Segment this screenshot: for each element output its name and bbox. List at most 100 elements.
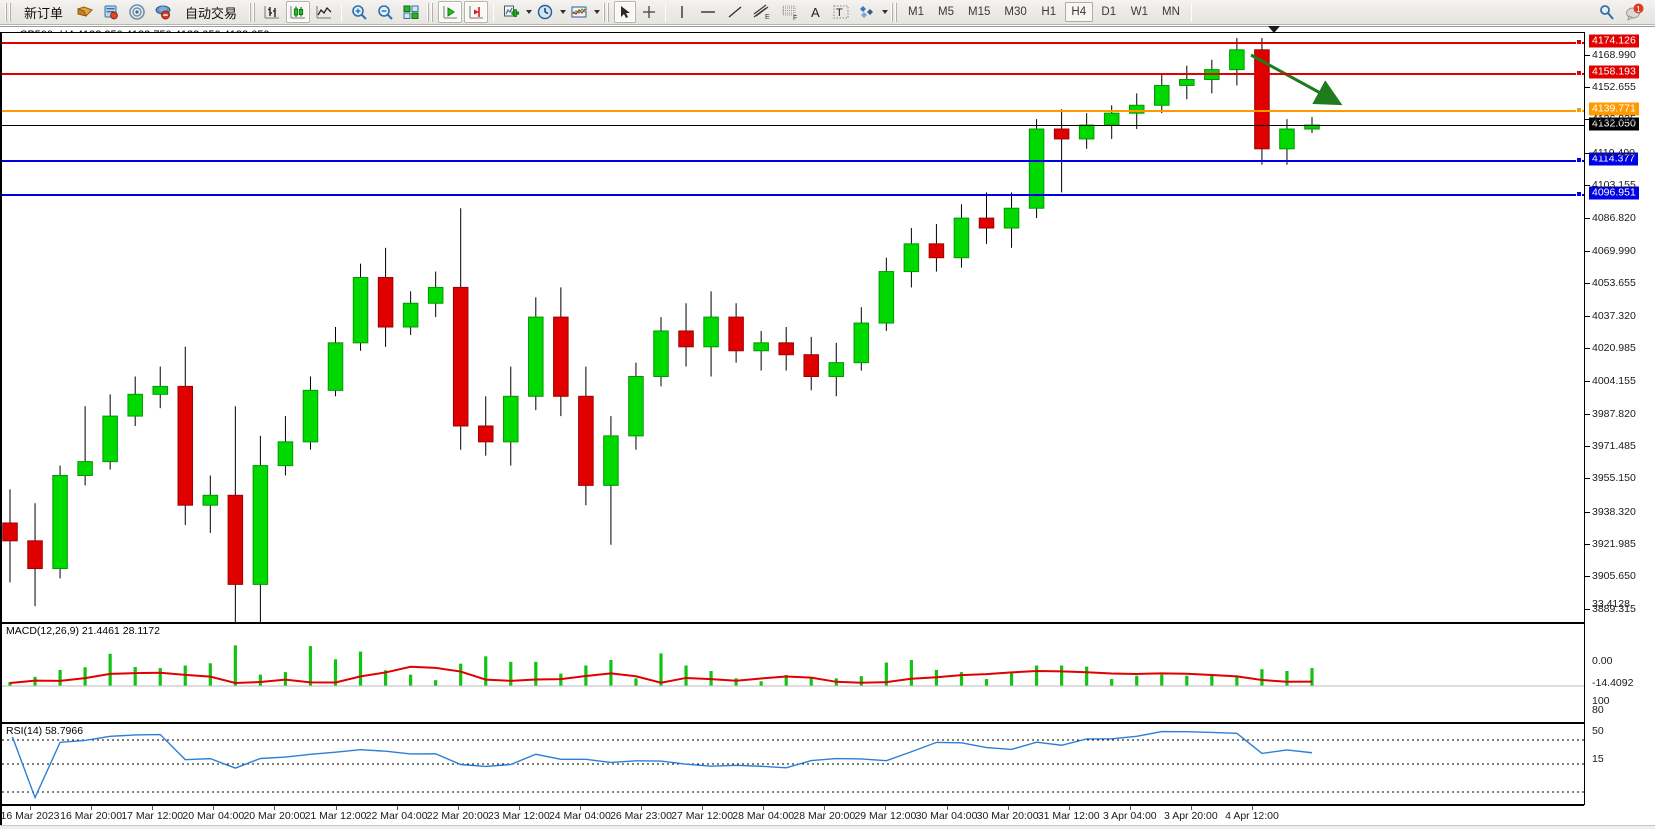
time-tick-label: 30 Mar 04:00 (915, 810, 978, 822)
shapes-tool[interactable] (855, 1, 879, 23)
time-tick (641, 806, 642, 810)
support-4096-handle[interactable] (1576, 191, 1582, 198)
folder-icon[interactable] (73, 1, 97, 23)
timeframe-m1[interactable]: M1 (908, 6, 925, 18)
signals-icon[interactable] (125, 1, 149, 23)
pivot-4139-line[interactable] (2, 109, 1584, 112)
price-axis[interactable]: 4174.126 4158.193 4139.771 4132.050 4114.377… (1584, 32, 1655, 805)
new-order-label: 新订单 (24, 5, 64, 21)
bid-price-4132-price-badge[interactable]: 4132.050 (1589, 117, 1639, 131)
zoom-out-button[interactable] (373, 1, 397, 23)
resistance-4174-handle[interactable] (1576, 38, 1582, 45)
time-tick (1129, 806, 1131, 810)
chevron-down-icon-templates[interactable] (594, 10, 601, 14)
toolbar-grip[interactable] (5, 2, 12, 22)
fibonacci-tool[interactable]: F (777, 1, 803, 23)
notifications-icon[interactable]: 1 (1621, 1, 1647, 23)
price-tick-label: 4152.655 (1592, 81, 1636, 94)
price-tick-label: 3905.650 (1592, 570, 1636, 583)
rsi-tick-label: 100 (1592, 695, 1610, 707)
auto-scroll-button[interactable] (438, 1, 463, 23)
price-tick-label: 4020.985 (1592, 341, 1636, 354)
chart-canvas-area: MACD(12,26,9) 21.4461 28.1172 RSI(14) 58… (0, 28, 1655, 829)
macd-pane[interactable]: MACD(12,26,9) 21.4461 28.1172 (0, 623, 1584, 723)
resistance-4174-price-badge[interactable]: 4174.126 (1589, 34, 1639, 48)
tile-windows-button[interactable] (399, 1, 423, 23)
time-tick (91, 806, 93, 810)
price-tick-label: 3987.820 (1592, 407, 1636, 420)
price-tick-label: 4004.155 (1592, 375, 1636, 388)
resistance-4158-price-badge[interactable]: 4158.193 (1589, 65, 1639, 79)
timeframe-h4[interactable]: H4 (1064, 2, 1093, 22)
macd-label: MACD(12,26,9) 21.4461 28.1172 (6, 625, 160, 637)
bar-chart-button[interactable] (260, 1, 284, 23)
pivot-4139-handle[interactable] (1576, 106, 1582, 113)
toolbar-grip-2[interactable] (249, 2, 257, 22)
price-tick-label: 3955.150 (1592, 472, 1636, 485)
price-tick (1585, 87, 1590, 89)
toolbar-grip-4[interactable] (603, 2, 611, 22)
resistance-4158-line[interactable] (2, 73, 1584, 76)
new-order-button[interactable]: 新订单 (16, 1, 71, 23)
price-tick (1585, 543, 1590, 545)
auto-trading-button[interactable]: 自动交易 (177, 1, 245, 23)
price-tick (1585, 315, 1590, 317)
chart-shift-marker[interactable] (1268, 26, 1280, 33)
candlestick-series (2, 37, 1320, 622)
time-tick-label: 24 Mar 04:00 (548, 810, 611, 822)
candlestick-chart-button[interactable] (286, 1, 311, 23)
toolbar-grip-3[interactable] (427, 2, 435, 22)
timeframe-m15[interactable]: M15 (968, 6, 991, 18)
time-tick-label: 17 Mar 12:00 (121, 810, 184, 822)
timeframe-w1[interactable]: W1 (1130, 6, 1149, 18)
macd-tick-label: -14.4092 (1592, 677, 1634, 689)
templates-button[interactable] (567, 1, 591, 23)
trendline-tool[interactable] (723, 1, 747, 23)
bid-price-4132-line[interactable] (2, 124, 1584, 126)
time-tick-label: 21 Mar 12:00 (304, 810, 367, 822)
support-4114-line[interactable] (2, 159, 1584, 162)
price-tick (1585, 185, 1590, 187)
rsi-tick-label: 15 (1592, 753, 1604, 765)
chevron-down-icon-shapes[interactable] (882, 10, 889, 14)
price-pane[interactable] (0, 32, 1584, 623)
horizontal-line-tool[interactable] (695, 1, 721, 23)
resistance-4174-line[interactable] (2, 41, 1584, 44)
auto-trading-icon[interactable] (151, 1, 175, 23)
text-label-tool[interactable]: T (829, 1, 853, 23)
search-icon[interactable] (1595, 1, 1619, 23)
time-tick-label: 31 Mar 12:00 (1037, 810, 1100, 822)
support-4096-line[interactable] (2, 194, 1584, 197)
time-tick-label: 4 Apr 12:00 (1225, 810, 1279, 822)
line-chart-button[interactable] (312, 1, 336, 23)
periodicity-button[interactable] (533, 1, 557, 23)
indicators-button[interactable] (499, 1, 523, 23)
pivot-4139-price-badge[interactable]: 4139.771 (1589, 102, 1639, 116)
terminal-icon[interactable] (99, 1, 123, 23)
chart-shift-button[interactable] (464, 1, 489, 23)
timeframe-h1[interactable]: H1 (1041, 6, 1057, 18)
price-tick (1585, 54, 1590, 56)
chevron-down-icon-indicators[interactable] (526, 10, 533, 14)
timeframe-m30[interactable]: M30 (1004, 6, 1027, 18)
vertical-line-tool[interactable] (671, 1, 693, 23)
zoom-in-button[interactable] (347, 1, 371, 23)
cursor-tool[interactable] (614, 1, 637, 23)
chevron-down-icon-periodicity[interactable] (560, 10, 567, 14)
support-4096-price-badge[interactable]: 4096.951 (1589, 186, 1639, 200)
toolbar-separator-1 (341, 2, 343, 22)
timeframe-m5[interactable]: M5 (938, 6, 955, 18)
crosshair-tool[interactable] (638, 1, 660, 23)
support-4114-price-badge[interactable]: 4114.377 (1589, 152, 1639, 166)
text-tool[interactable]: A (805, 1, 827, 23)
rsi-pane[interactable]: RSI(14) 58.7966 (0, 723, 1584, 805)
price-tick (1585, 217, 1590, 219)
equidistant-channel-tool[interactable]: E (749, 1, 775, 23)
toolbar-separator-2 (493, 2, 495, 22)
toolbar-grip-5[interactable] (891, 2, 899, 22)
timeframe-mn[interactable]: MN (1162, 6, 1180, 18)
resistance-4158-handle[interactable] (1576, 70, 1582, 77)
timeframe-d1[interactable]: D1 (1101, 6, 1117, 18)
price-tick (1585, 381, 1590, 383)
support-4114-handle[interactable] (1576, 156, 1582, 163)
